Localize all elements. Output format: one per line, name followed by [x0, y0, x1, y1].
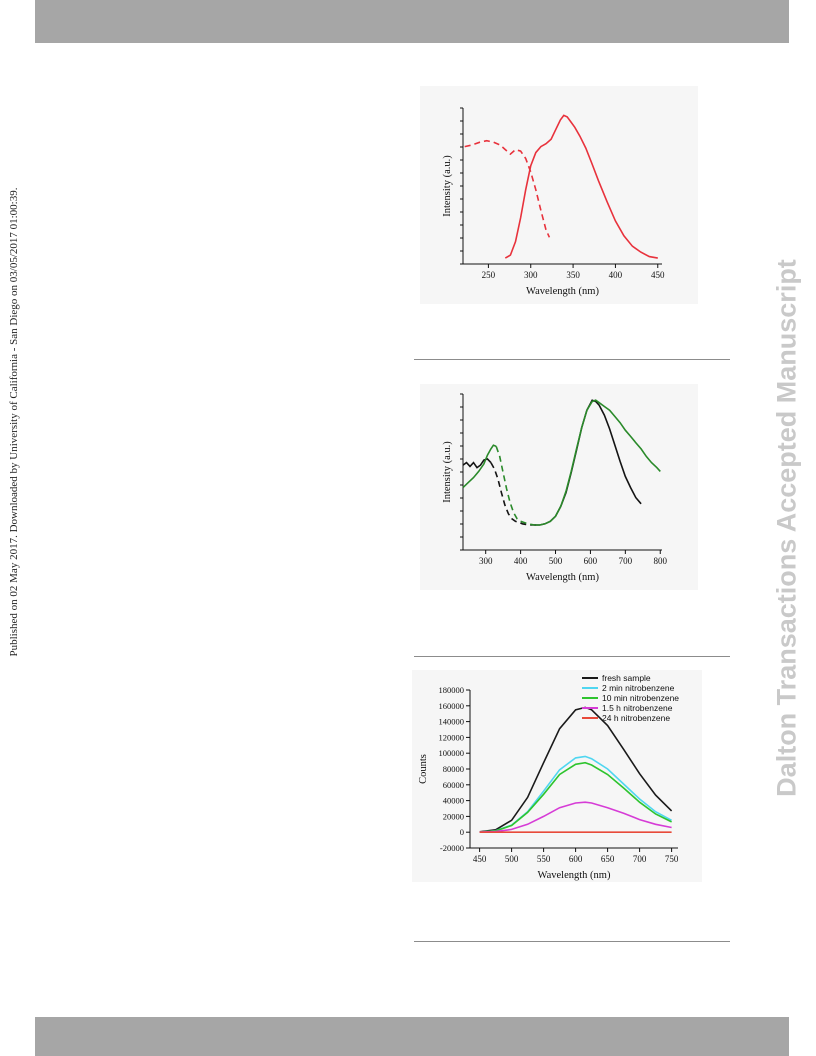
y-tick-label: 100000: [439, 748, 465, 758]
figure-3: 450 500 550 600 650 700 750 -20000 0 20000 40000 60…: [412, 670, 702, 882]
y-tick-label: 40000: [443, 796, 464, 806]
series-line-1-5-h-nitrobenzene: [479, 801, 672, 833]
series-line-2: [462, 444, 497, 489]
legend-entry: fresh sample: [602, 673, 651, 683]
x-axis-label: Wavelength (nm): [526, 572, 599, 583]
series-line-5: [534, 399, 661, 526]
x-axis-label: Wavelength (nm): [538, 870, 611, 881]
y-tick-label: 80000: [443, 764, 464, 774]
y-tick-label: 0: [460, 827, 464, 837]
series-line-fresh-sample: [479, 706, 673, 833]
x-tick-label: 700: [619, 556, 633, 566]
series-line-10-min-nitrobenzene: [479, 761, 672, 833]
y-tick-label: -20000: [440, 843, 464, 853]
figure-2: 300 400 500 600 700 800 Wavelength (nm) Intensi…: [420, 384, 698, 590]
series-line-3: [495, 446, 535, 526]
y-axis-label: Intensity (a.u.): [442, 441, 453, 503]
journal-watermark: Dalton Transactions Accepted Manuscript: [771, 259, 802, 797]
figure-1: 250 300 350 400 450 Wavelength (nm) Intensity …: [420, 86, 698, 304]
x-tick-label: 400: [514, 556, 528, 566]
figure-separator-3: [414, 941, 730, 942]
chart-luminescence-spectra: 300 400 500 600 700 800 Wavelength (nm) Intensi…: [442, 393, 668, 583]
figure-separator-2: [414, 656, 730, 657]
x-tick-label: 550: [537, 854, 551, 864]
publication-note: Published on 02 May 2017. Downloaded by …: [8, 187, 20, 657]
x-tick-label: 400: [609, 270, 623, 280]
x-tick-label: 300: [479, 556, 493, 566]
header-bar: [35, 0, 789, 43]
x-tick-label: 300: [524, 270, 538, 280]
y-axis-label: Intensity (a.u.): [442, 155, 453, 217]
x-tick-label: 350: [566, 270, 580, 280]
x-tick-label: 500: [549, 556, 563, 566]
chart-excitation-emission: 250 300 350 400 450 Wavelength (nm) Intensity …: [442, 107, 665, 297]
x-tick-label: 800: [654, 556, 668, 566]
x-tick-label: 450: [473, 854, 487, 864]
x-tick-label: 650: [601, 854, 615, 864]
legend-entry: 1.5 h nitrobenzene: [602, 703, 673, 713]
x-tick-label: 750: [665, 854, 679, 864]
y-tick-label: 180000: [439, 685, 465, 695]
y-axis-label: Counts: [418, 754, 429, 784]
legend-entry: 2 min nitrobenzene: [602, 683, 675, 693]
y-tick-label: 120000: [439, 732, 465, 742]
series-line-1: [490, 462, 537, 526]
x-tick-label: 500: [505, 854, 519, 864]
chart-nitrobenzene-quenching: 450 500 550 600 650 700 750 -20000 0 20000 40000 60…: [418, 673, 679, 881]
legend-entry: 24 h nitrobenzene: [602, 713, 670, 723]
series-line-0: [464, 139, 551, 238]
figure-separator-1: [414, 359, 730, 360]
y-tick-label: 160000: [439, 701, 465, 711]
series-line-4: [534, 399, 642, 526]
series-line-1: [504, 114, 658, 259]
x-tick-label: 600: [584, 556, 598, 566]
legend-entry: 10 min nitrobenzene: [602, 693, 679, 703]
y-tick-label: 60000: [443, 780, 464, 790]
x-tick-label: 250: [482, 270, 496, 280]
x-tick-label: 700: [633, 854, 647, 864]
y-tick-label: 140000: [439, 717, 465, 727]
series-line-0: [462, 457, 492, 469]
x-tick-label: 450: [651, 270, 665, 280]
x-axis-label: Wavelength (nm): [526, 286, 599, 297]
y-tick-label: 20000: [443, 811, 464, 821]
footer-bar: [35, 1017, 789, 1056]
x-tick-label: 600: [569, 854, 583, 864]
